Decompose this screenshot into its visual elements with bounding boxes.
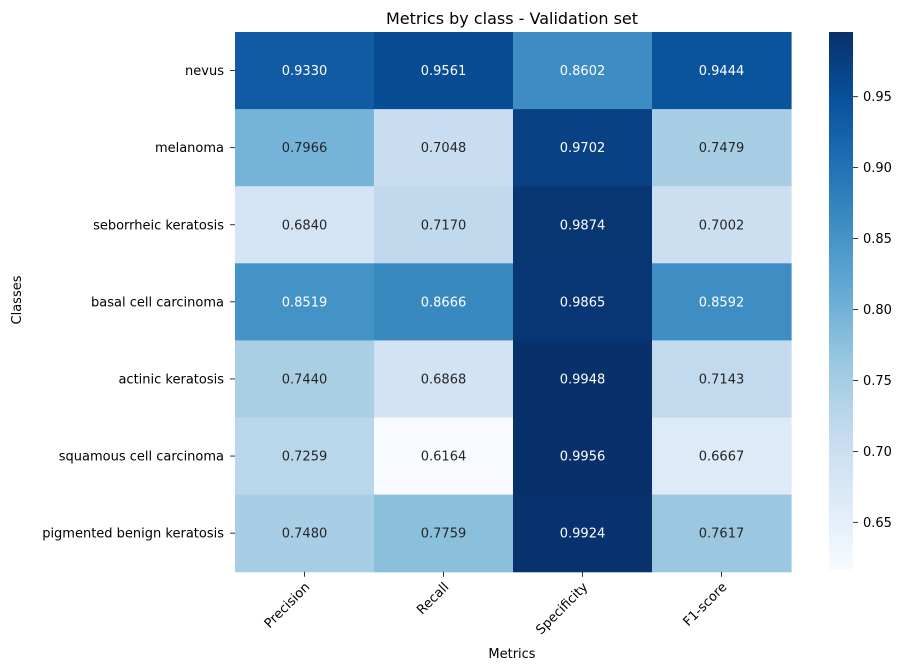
heatmap-cell xyxy=(374,263,514,341)
cell-value-label: 0.7259 xyxy=(282,450,328,465)
colorbar: 0.65 0.70 0.75 0.80 0.85 0.90 0.95 xyxy=(829,32,892,570)
cell-value-label: 0.9924 xyxy=(560,527,606,542)
cell-value-label: 0.9561 xyxy=(421,64,467,79)
heatmap-cell xyxy=(513,494,653,573)
row-label: pigmented benign keratosis xyxy=(42,527,224,542)
heatmap-cell xyxy=(652,32,792,110)
heatmap-cell xyxy=(235,32,375,110)
cell-value-label: 0.7440 xyxy=(282,372,328,387)
heatmap-cell xyxy=(374,32,514,110)
cell-value-label: 0.7002 xyxy=(699,218,745,233)
colorbar-tick-label: 0.85 xyxy=(863,232,892,247)
row-labels: nevus melanoma seborrheic keratosis basal c… xyxy=(42,64,235,542)
heatmap-cell xyxy=(652,109,792,187)
row-label: squamous cell carcinoma xyxy=(59,450,224,465)
heatmap-cell xyxy=(513,186,653,264)
colorbar-tick-label: 0.65 xyxy=(863,516,892,531)
heatmap-cell xyxy=(235,263,375,341)
heatmap-cell xyxy=(652,417,792,496)
heatmap-cell xyxy=(513,340,653,419)
colorbar-gradient xyxy=(829,32,853,570)
heatmap-cell xyxy=(652,494,792,573)
heatmap-cell xyxy=(374,186,514,264)
cell-value-label: 0.9865 xyxy=(560,295,606,310)
heatmap-cell xyxy=(374,109,514,187)
heatmap-cell xyxy=(374,340,514,419)
cell-value-label: 0.8666 xyxy=(421,295,467,310)
cell-value-label: 0.6840 xyxy=(282,218,328,233)
cell-value-label: 0.9956 xyxy=(560,450,606,465)
cell-value-label: 0.6667 xyxy=(699,450,745,465)
heatmap-cell xyxy=(235,186,375,264)
cell-value-label: 0.6164 xyxy=(421,450,467,465)
heatmap-cell xyxy=(652,340,792,419)
column-label: F1-score xyxy=(681,580,731,630)
y-axis-label: Classes xyxy=(10,275,25,324)
cell-value-label: 0.8592 xyxy=(699,295,745,310)
heatmap-cells: 0.9330 0.9561 0.8602 0.9444 0.7966 0.7048 0.97… xyxy=(235,32,792,573)
column-label: Precision xyxy=(262,580,314,632)
cell-value-label: 0.7617 xyxy=(699,527,745,542)
colorbar-tick-label: 0.95 xyxy=(863,90,892,105)
cell-value-label: 0.7143 xyxy=(699,372,745,387)
colorbar-tick-label: 0.90 xyxy=(863,161,892,176)
cell-value-label: 0.8602 xyxy=(560,64,606,79)
cell-value-label: 0.7170 xyxy=(421,218,467,233)
column-label: Specificity xyxy=(533,580,591,638)
cell-value-label: 0.9330 xyxy=(282,64,328,79)
row-label: basal cell carcinoma xyxy=(91,295,224,310)
cell-value-label: 0.9874 xyxy=(560,218,606,233)
cell-value-label: 0.7966 xyxy=(282,141,328,156)
colorbar-tick-label: 0.70 xyxy=(863,445,892,460)
heatmap-cell xyxy=(374,494,514,573)
row-label: melanoma xyxy=(155,141,224,156)
cell-value-label: 0.6868 xyxy=(421,372,467,387)
column-label: Recall xyxy=(414,580,452,618)
chart-title: Metrics by class - Validation set xyxy=(386,9,638,28)
heatmap-cell xyxy=(513,32,653,110)
heatmap-cell xyxy=(374,417,514,496)
column-labels: Precision Recall Specificity F1-score xyxy=(262,571,731,638)
row-label: seborrheic keratosis xyxy=(93,218,224,233)
cell-value-label: 0.9702 xyxy=(560,141,606,156)
heatmap-cell xyxy=(235,340,375,419)
cell-value-label: 0.7759 xyxy=(421,527,467,542)
heatmap-cell xyxy=(513,417,653,496)
cell-value-label: 0.7479 xyxy=(699,141,745,156)
cell-value-label: 0.9444 xyxy=(699,64,745,79)
heatmap-cell xyxy=(235,417,375,496)
heatmap-cell xyxy=(235,494,375,573)
cell-value-label: 0.7048 xyxy=(421,141,467,156)
x-axis-label: Metrics xyxy=(488,647,535,662)
heatmap-cell xyxy=(513,109,653,187)
heatmap-cell xyxy=(235,109,375,187)
colorbar-tick-label: 0.75 xyxy=(863,374,892,389)
cell-value-label: 0.9948 xyxy=(560,372,606,387)
row-label: actinic keratosis xyxy=(118,372,224,387)
colorbar-tick-label: 0.80 xyxy=(863,303,892,318)
cell-value-label: 0.8519 xyxy=(282,295,328,310)
heatmap-cell xyxy=(652,186,792,264)
row-label: nevus xyxy=(185,64,224,79)
heatmap-cell xyxy=(652,263,792,341)
cell-value-label: 0.7480 xyxy=(282,527,328,542)
heatmap-cell xyxy=(513,263,653,341)
